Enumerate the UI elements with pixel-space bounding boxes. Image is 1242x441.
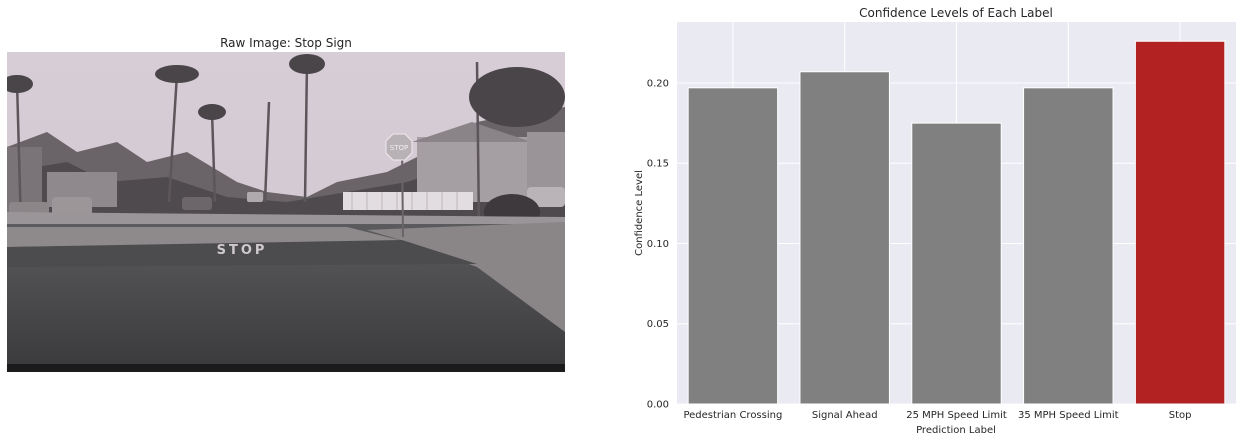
y-tick-label: 0.05 bbox=[647, 319, 669, 330]
x-tick-label: 35 MPH Speed Limit bbox=[1018, 410, 1119, 421]
y-axis-label: Confidence Level bbox=[634, 170, 645, 256]
svg-text:STOP: STOP bbox=[390, 144, 408, 152]
x-tick-label: Pedestrian Crossing bbox=[683, 410, 782, 421]
x-tick-label: Signal Ahead bbox=[812, 410, 878, 421]
x-tick-label: Stop bbox=[1169, 410, 1192, 421]
y-tick-label: 0.15 bbox=[647, 159, 669, 170]
image-title: Raw Image: Stop Sign bbox=[220, 36, 352, 50]
bar-25-mph-speed-limit bbox=[911, 122, 1002, 405]
bar-35-mph-speed-limit bbox=[1023, 87, 1114, 405]
bar-pedestrian-crossing bbox=[687, 87, 779, 405]
x-axis-label: Prediction Label bbox=[916, 425, 996, 436]
confidence-bar-chart: 0.00 0.05 0.10 0.15 0.20 Pedestrian Crossing… bbox=[634, 6, 1236, 436]
chart-title: Confidence Levels of Each Label bbox=[859, 6, 1053, 20]
x-tick-label: 25 MPH Speed Limit bbox=[906, 410, 1007, 421]
bar-signal-ahead bbox=[799, 71, 890, 405]
y-tick-label: 0.20 bbox=[647, 78, 669, 89]
road-stop-marking: STOP bbox=[217, 243, 268, 258]
y-tick-label: 0.10 bbox=[647, 239, 669, 250]
stop-sign-street-photo: STOP STOP bbox=[7, 52, 565, 372]
y-tick-label: 0.00 bbox=[647, 400, 669, 411]
bar-stop bbox=[1134, 40, 1226, 405]
stop-sign bbox=[385, 133, 413, 161]
